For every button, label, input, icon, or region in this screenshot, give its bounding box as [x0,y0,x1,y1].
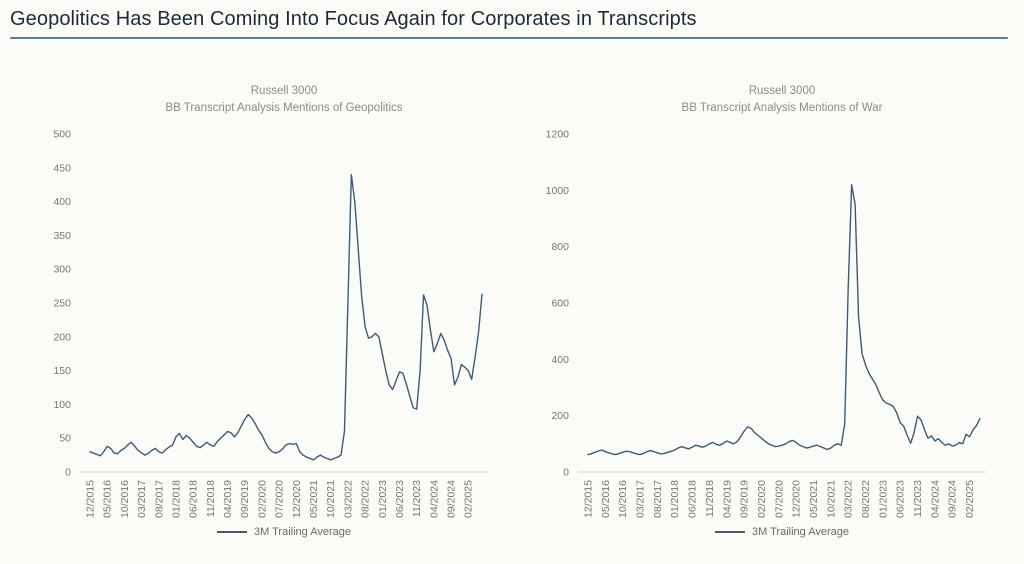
x-tick-label: 08/2022 [860,480,872,518]
x-tick-label: 01/2018 [669,480,681,518]
y-tick-label: 600 [551,298,569,310]
x-tick-label: 08/2017 [153,480,165,518]
x-tick-label: 06/2023 [394,480,406,518]
x-tick-label: 11/2023 [411,480,423,517]
y-tick-label: 0 [563,467,569,479]
y-tick-label: 50 [59,433,71,445]
x-tick-label: 04/2019 [721,480,733,518]
x-tick-label: 10/2021 [825,480,837,518]
x-tick-label: 09/2024 [947,480,959,518]
x-tick-label: 05/2021 [808,480,820,518]
x-tick-label: 06/2023 [895,480,907,518]
y-tick-label: 0 [65,467,71,479]
y-tick-label: 300 [53,264,71,276]
chart-title-line2: BB Transcript Analysis Mentions of War [681,101,883,114]
x-tick-label: 03/2017 [136,480,148,518]
legend-label: 3M Trailing Average [751,526,850,539]
x-tick-label: 08/2022 [360,480,372,518]
y-tick-label: 200 [53,332,71,344]
y-tick-label: 500 [53,129,71,141]
legend-label: 3M Trailing Average [253,526,352,539]
x-tick-label: 12/2015 [583,480,595,518]
x-tick-label: 11/2018 [205,480,217,517]
x-tick-label: 11/2023 [912,480,924,517]
chart-title-war: Russell 3000 BB Transcript Analysis Ment… [578,83,986,116]
x-tick-label: 02/2025 [964,480,976,518]
x-tick-label: 12/2015 [85,480,97,518]
x-tick-label: 02/2020 [756,480,768,518]
y-tick-label: 400 [53,196,71,208]
charts-row: Russell 3000 BB Transcript Analysis Ment… [0,83,1024,538]
x-tick-label: 08/2017 [652,480,664,518]
y-tick-label: 250 [53,298,71,310]
y-tick-label: 450 [53,163,71,175]
x-tick-label: 09/2019 [239,480,251,518]
x-tick-label: 01/2018 [170,480,182,518]
x-tick-label: 03/2022 [342,480,354,518]
chart-title-geopolitics: Russell 3000 BB Transcript Analysis Ment… [80,83,488,116]
x-tick-label: 03/2017 [635,480,647,518]
legend-war: 3M Trailing Average [578,526,986,538]
y-tick-label: 1000 [546,185,570,197]
y-tick-label: 800 [551,242,569,254]
x-tick-label: 12/2020 [291,480,303,518]
y-tick-label: 200 [551,411,569,423]
chart-title-line1: Russell 3000 [250,85,318,97]
y-tick-label: 1200 [546,129,570,141]
legend-geopolitics: 3M Trailing Average [80,526,488,538]
x-tick-label: 01/2023 [877,480,889,518]
war-line-chart: 0 200 400 600 800 1000 1200 12/2015 05/2016 10/20… [546,129,986,518]
legend-line-swatch [216,531,247,534]
x-tick-label: 07/2020 [274,480,286,518]
geopolitics-line-chart: 0 50 100 150 200 250 300 350 400 450 500 12/2015 05/… [53,129,488,518]
y-tick-label: 400 [551,354,569,366]
chart-panel-geopolitics: Russell 3000 BB Transcript Analysis Ment… [30,83,502,538]
x-tick-label: 12/2020 [791,480,803,518]
x-tick-label: 02/2025 [463,480,475,518]
chart-title-line1: Russell 3000 [748,85,816,97]
x-tick-label: 03/2022 [843,480,855,518]
title-underline [10,37,1008,39]
x-tick-label: 05/2016 [102,480,114,518]
x-tick-label: 06/2018 [188,480,200,518]
x-tick-label: 09/2024 [446,480,458,518]
chart-panel-war: Russell 3000 BB Transcript Analysis Ment… [528,83,1000,538]
trailing-average-line [587,184,981,456]
page-title: Geopolitics Has Been Coming Into Focus A… [10,8,697,30]
x-tick-label: 01/2023 [377,480,389,518]
x-tick-label: 02/2020 [256,480,268,518]
x-tick-label: 04/2024 [929,480,941,518]
x-tick-label: 04/2019 [222,480,234,518]
legend-line-swatch [714,531,745,534]
x-tick-label: 05/2016 [600,480,612,518]
trailing-average-line [89,174,483,461]
chart-title-line2: BB Transcript Analysis Mentions of Geopo… [165,101,403,114]
x-tick-label: 10/2021 [325,480,337,518]
x-tick-label: 04/2024 [428,480,440,518]
x-tick-label: 11/2018 [704,480,716,517]
y-tick-label: 150 [53,365,71,377]
x-tick-label: 10/2016 [617,480,629,518]
x-tick-label: 09/2019 [739,480,751,518]
y-tick-label: 100 [53,399,71,411]
x-tick-label: 10/2016 [119,480,131,518]
x-tick-label: 07/2020 [773,480,785,518]
y-tick-label: 350 [53,230,71,242]
slide-header: Geopolitics Has Been Coming Into Focus A… [0,0,1024,39]
x-tick-label: 05/2021 [308,480,320,518]
x-tick-label: 06/2018 [687,480,699,518]
